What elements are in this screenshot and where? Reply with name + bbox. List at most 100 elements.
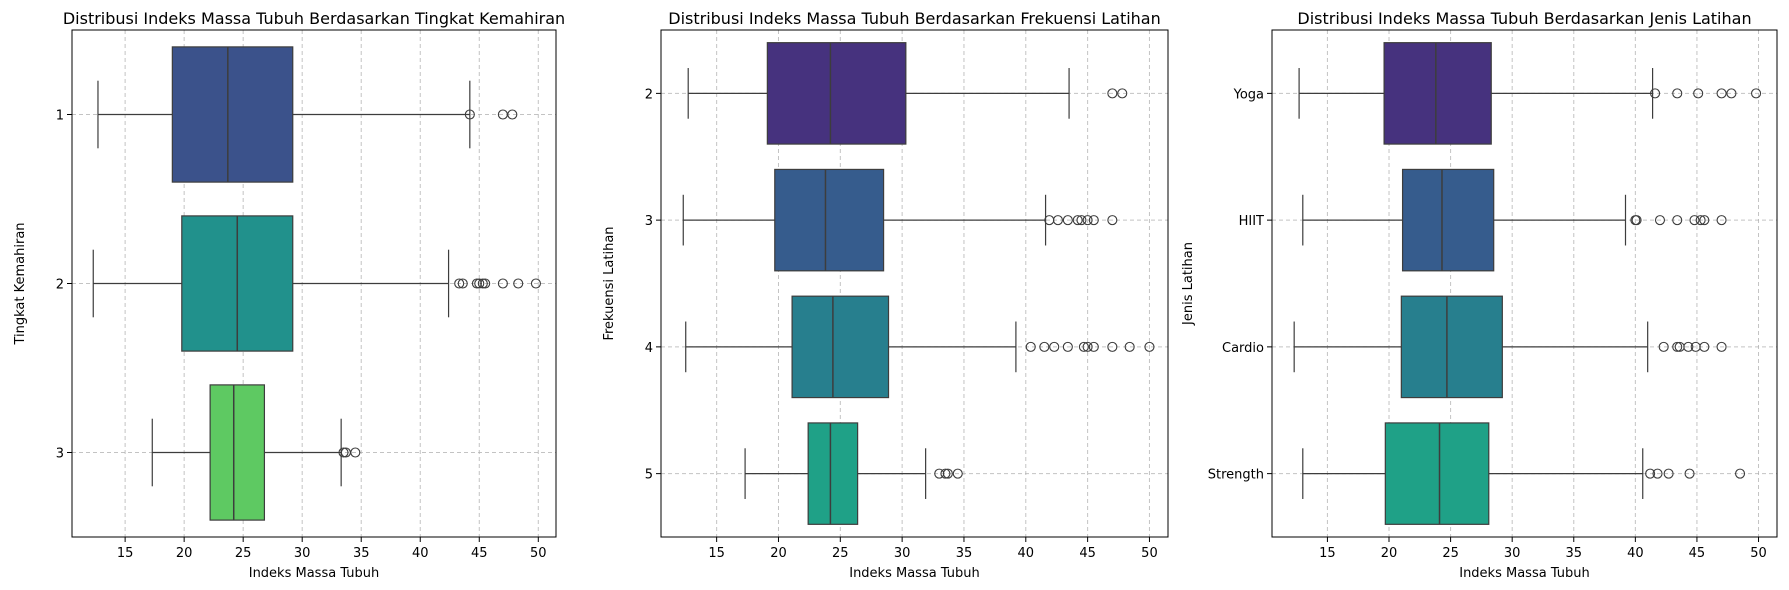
outlier-point bbox=[1076, 215, 1087, 226]
outlier-point bbox=[952, 468, 963, 479]
outlier-point bbox=[1052, 215, 1063, 226]
x-tick-label: 15 bbox=[1319, 546, 1336, 561]
iqr-box bbox=[1400, 295, 1503, 399]
y-axis-label: Tingkat Kemahiran bbox=[13, 222, 28, 345]
y-tick-label: HIIT bbox=[1239, 214, 1264, 229]
outlier-point bbox=[1078, 341, 1089, 352]
iqr-box bbox=[807, 422, 859, 525]
x-tick-label: 30 bbox=[294, 546, 311, 561]
x-tick-label: 30 bbox=[894, 546, 911, 561]
outlier-point bbox=[1716, 215, 1727, 226]
outlier-point bbox=[1049, 341, 1060, 352]
box-HIIT bbox=[1302, 168, 1727, 272]
box-1 bbox=[97, 46, 518, 183]
outlier-point bbox=[1751, 88, 1762, 99]
y-tick-label: 2 bbox=[56, 278, 64, 293]
outlier-point bbox=[1658, 341, 1669, 352]
x-tick-label: 30 bbox=[1504, 546, 1521, 561]
outlier-point bbox=[1631, 215, 1642, 226]
chart-title: Distribusi Indeks Massa Tubuh Berdasarka… bbox=[668, 9, 1161, 28]
outlier-point bbox=[513, 278, 524, 289]
outlier-point bbox=[350, 447, 361, 458]
y-tick-label: Strength bbox=[1208, 468, 1264, 483]
x-tick-label: 35 bbox=[956, 546, 973, 561]
x-axis-label: Indeks Massa Tubuh bbox=[849, 566, 980, 581]
x-tick-label: 50 bbox=[530, 546, 547, 561]
outlier-point bbox=[1107, 88, 1118, 99]
plot-frame bbox=[71, 29, 557, 538]
x-tick-label: 50 bbox=[1750, 546, 1767, 561]
outlier-point bbox=[1107, 341, 1118, 352]
outlier-point bbox=[1088, 215, 1099, 226]
outlier-point bbox=[1672, 215, 1683, 226]
y-tick-label: 2 bbox=[645, 87, 653, 102]
y-tick-label: Yoga bbox=[1233, 87, 1264, 102]
box-Strength bbox=[1302, 422, 1746, 525]
iqr-box bbox=[1383, 42, 1492, 145]
outlier-point bbox=[457, 278, 468, 289]
y-tick-label: 5 bbox=[645, 468, 653, 483]
outlier-point bbox=[464, 109, 475, 120]
x-tick-label: 40 bbox=[412, 546, 429, 561]
x-tick-label: 35 bbox=[353, 546, 370, 561]
outlier-point bbox=[1117, 88, 1128, 99]
box-Cardio bbox=[1293, 295, 1727, 399]
outlier-point bbox=[1088, 341, 1099, 352]
x-tick-label: 45 bbox=[1689, 546, 1706, 561]
outlier-point bbox=[1689, 215, 1700, 226]
outlier-point bbox=[1684, 468, 1695, 479]
x-axis-label: Indeks Massa Tubuh bbox=[1459, 566, 1590, 581]
outlier-point bbox=[454, 278, 465, 289]
outlier-point bbox=[1039, 341, 1050, 352]
outlier-point bbox=[1650, 88, 1661, 99]
outlier-point bbox=[1107, 215, 1118, 226]
iqr-box bbox=[1401, 168, 1495, 272]
box-5 bbox=[744, 422, 963, 525]
x-tick-label: 50 bbox=[1141, 546, 1158, 561]
box-4 bbox=[685, 295, 1155, 399]
outlier-point bbox=[480, 278, 491, 289]
outlier-point bbox=[1726, 88, 1737, 99]
y-tick-label: 4 bbox=[645, 341, 653, 356]
outlier-point bbox=[1695, 215, 1706, 226]
outlier-point bbox=[1699, 341, 1710, 352]
outlier-point bbox=[1683, 341, 1694, 352]
outlier-point bbox=[474, 278, 485, 289]
outlier-point bbox=[471, 278, 482, 289]
outlier-point bbox=[1652, 468, 1663, 479]
outlier-point bbox=[530, 278, 541, 289]
outlier-point bbox=[1693, 88, 1704, 99]
outlier-point bbox=[1082, 341, 1093, 352]
x-tick-label: 40 bbox=[1018, 546, 1035, 561]
outlier-point bbox=[1654, 215, 1666, 226]
chart-panel-3: 15 20 25 30 35 40 45 50 Yoga HIIT Cardio Strength Di… bbox=[1181, 9, 1778, 581]
box-3 bbox=[682, 168, 1118, 272]
outlier-point bbox=[1734, 468, 1746, 479]
outlier-point bbox=[1072, 215, 1083, 226]
outlier-point bbox=[1144, 341, 1155, 352]
iqr-box bbox=[171, 46, 294, 183]
x-axis-label: Indeks Massa Tubuh bbox=[249, 566, 380, 581]
outlier-point bbox=[1025, 341, 1036, 352]
y-tick-label: Cardio bbox=[1222, 341, 1264, 356]
iqr-box bbox=[209, 384, 266, 521]
outlier-point bbox=[942, 468, 953, 479]
outlier-point bbox=[497, 278, 508, 289]
outlier-point bbox=[1716, 341, 1727, 352]
box-3 bbox=[151, 384, 361, 521]
iqr-box bbox=[766, 42, 907, 145]
outlier-point bbox=[338, 447, 349, 458]
box-Yoga bbox=[1298, 42, 1762, 145]
chart-title: Distribusi Indeks Massa Tubuh Berdasarka… bbox=[63, 9, 565, 28]
x-tick-label: 35 bbox=[1565, 546, 1582, 561]
outlier-point bbox=[940, 468, 951, 479]
outlier-point bbox=[1082, 215, 1093, 226]
outlier-point bbox=[1716, 88, 1727, 99]
x-tick-label: 20 bbox=[176, 546, 193, 561]
y-axis-label: Frekuensi Latihan bbox=[602, 226, 617, 340]
x-tick-label: 25 bbox=[832, 546, 849, 561]
y-axis-label: Jenis Latihan bbox=[1181, 242, 1196, 326]
